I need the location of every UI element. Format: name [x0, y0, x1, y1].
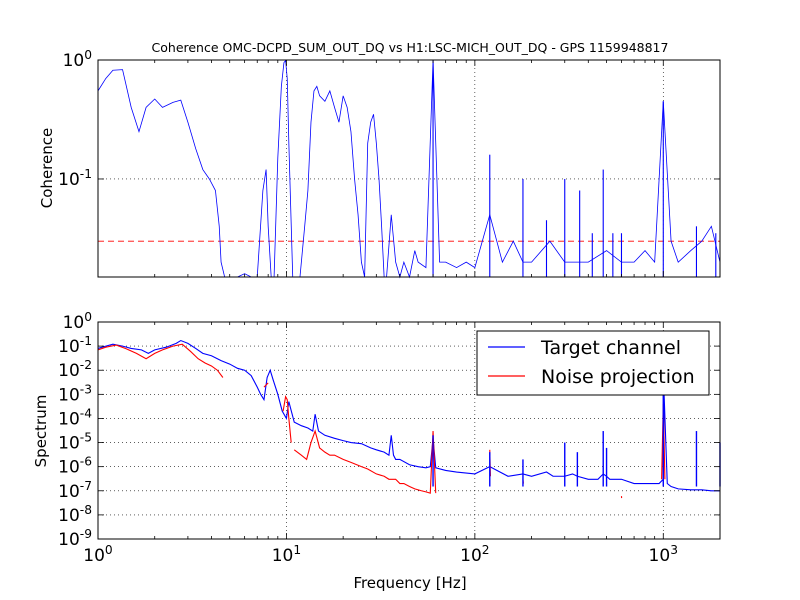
- y-tick-label: 10-1: [58, 334, 92, 357]
- noise-projection-line: [97, 343, 224, 378]
- y-tick-label: 10-6: [58, 455, 92, 478]
- target-channel-line: [97, 339, 720, 492]
- coherence-axes-frame: [97, 59, 721, 278]
- coherence-spikes: [432, 60, 717, 277]
- x-tick-label: 101: [272, 543, 301, 566]
- spectrum-series: [97, 339, 720, 499]
- legend-frame: [476, 330, 710, 396]
- y-tick-label: 10-8: [58, 503, 92, 526]
- y-tick-label: 100: [63, 310, 92, 333]
- y-tick-label: 10-1: [58, 167, 92, 190]
- spectrum-panel: 10010-110-210-310-410-510-610-710-810-91…: [32, 310, 721, 592]
- y-tick-label: 10-7: [58, 479, 92, 502]
- spectrum-ticks: 10010-110-210-310-410-510-610-710-810-91…: [58, 310, 721, 566]
- x-tick-label: 103: [649, 543, 678, 566]
- x-tick-label: 100: [83, 543, 112, 566]
- figure-title: Coherence OMC-DCPD_SUM_OUT_DQ vs H1:LSC-…: [152, 40, 669, 55]
- noise-projection-line: [282, 395, 292, 443]
- y-tick-label: 10-5: [58, 431, 92, 454]
- coherence-panel: 100 10-1 Coherence: [38, 48, 721, 279]
- legend: Target channel Noise projection: [476, 330, 710, 396]
- noise-projection-line: [293, 429, 437, 494]
- frequency-x-axis-label: Frequency [Hz]: [353, 574, 466, 592]
- legend-label-target-channel: Target channel: [540, 337, 681, 359]
- legend-label-noise-projection: Noise projection: [541, 366, 695, 388]
- noise-projection-line: [263, 382, 269, 388]
- coherence-y-axis-label: Coherence: [38, 128, 56, 208]
- coherence-ticks: 100 10-1: [58, 48, 721, 277]
- y-tick-label: 100: [63, 48, 92, 71]
- x-tick-label: 102: [460, 543, 489, 566]
- y-tick-label: 10-3: [58, 382, 92, 405]
- spectrum-axes-frame: [97, 321, 721, 540]
- y-tick-label: 10-9: [58, 527, 92, 550]
- y-tick-label: 10-4: [58, 406, 92, 429]
- spectrum-y-axis-label: Spectrum: [32, 395, 50, 468]
- y-tick-label: 10-2: [58, 358, 92, 381]
